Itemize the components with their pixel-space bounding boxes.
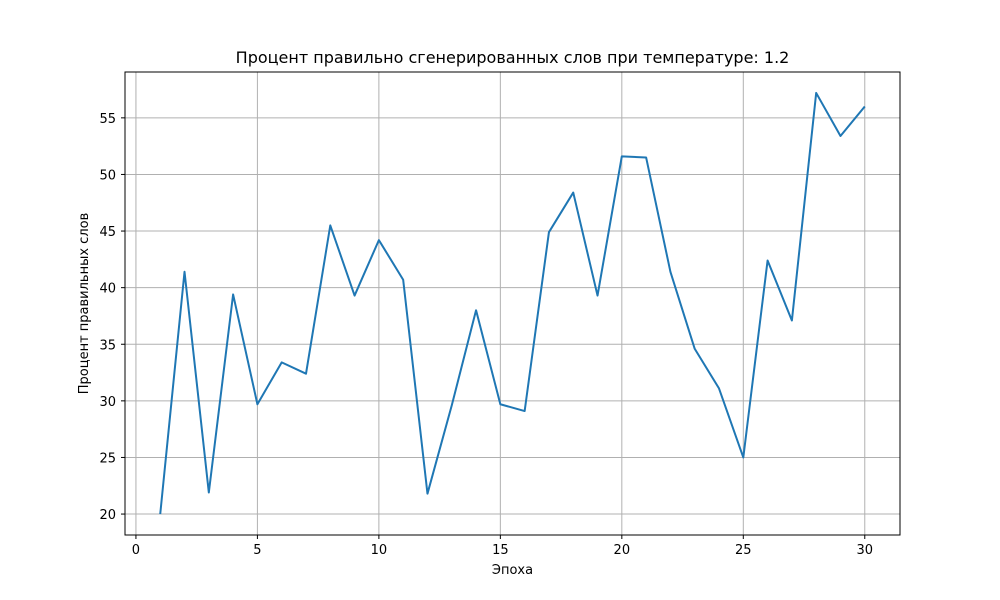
y-axis-label: Процент правильных слов — [77, 213, 92, 395]
x-tick-label: 0 — [132, 543, 140, 558]
x-axis-label: Эпоха — [492, 563, 533, 578]
x-tick-label: 30 — [856, 543, 873, 558]
series-line — [159, 91, 866, 515]
x-tick-label: 20 — [614, 543, 631, 558]
chart-title: Процент правильно сгенерированных слов п… — [236, 48, 790, 67]
y-tick-label: 25 — [99, 451, 116, 466]
axis-ticks: 0 5 10 15 20 25 30 20 25 30 35 40 45 50 55 — [99, 112, 873, 558]
grid-lines — [125, 72, 900, 535]
y-tick-label: 20 — [99, 508, 116, 523]
y-tick-label: 35 — [99, 338, 116, 353]
x-tick-label: 5 — [253, 543, 261, 558]
y-tick-label: 30 — [99, 395, 116, 410]
y-tick-label: 45 — [99, 225, 116, 240]
y-tick-label: 40 — [99, 282, 116, 297]
x-tick-label: 25 — [735, 543, 752, 558]
y-tick-label: 50 — [99, 168, 116, 183]
plot-area — [124, 71, 901, 536]
y-tick-label: 55 — [99, 112, 116, 127]
x-tick-label: 15 — [492, 543, 509, 558]
x-tick-label: 10 — [371, 543, 388, 558]
series-group — [159, 91, 866, 515]
